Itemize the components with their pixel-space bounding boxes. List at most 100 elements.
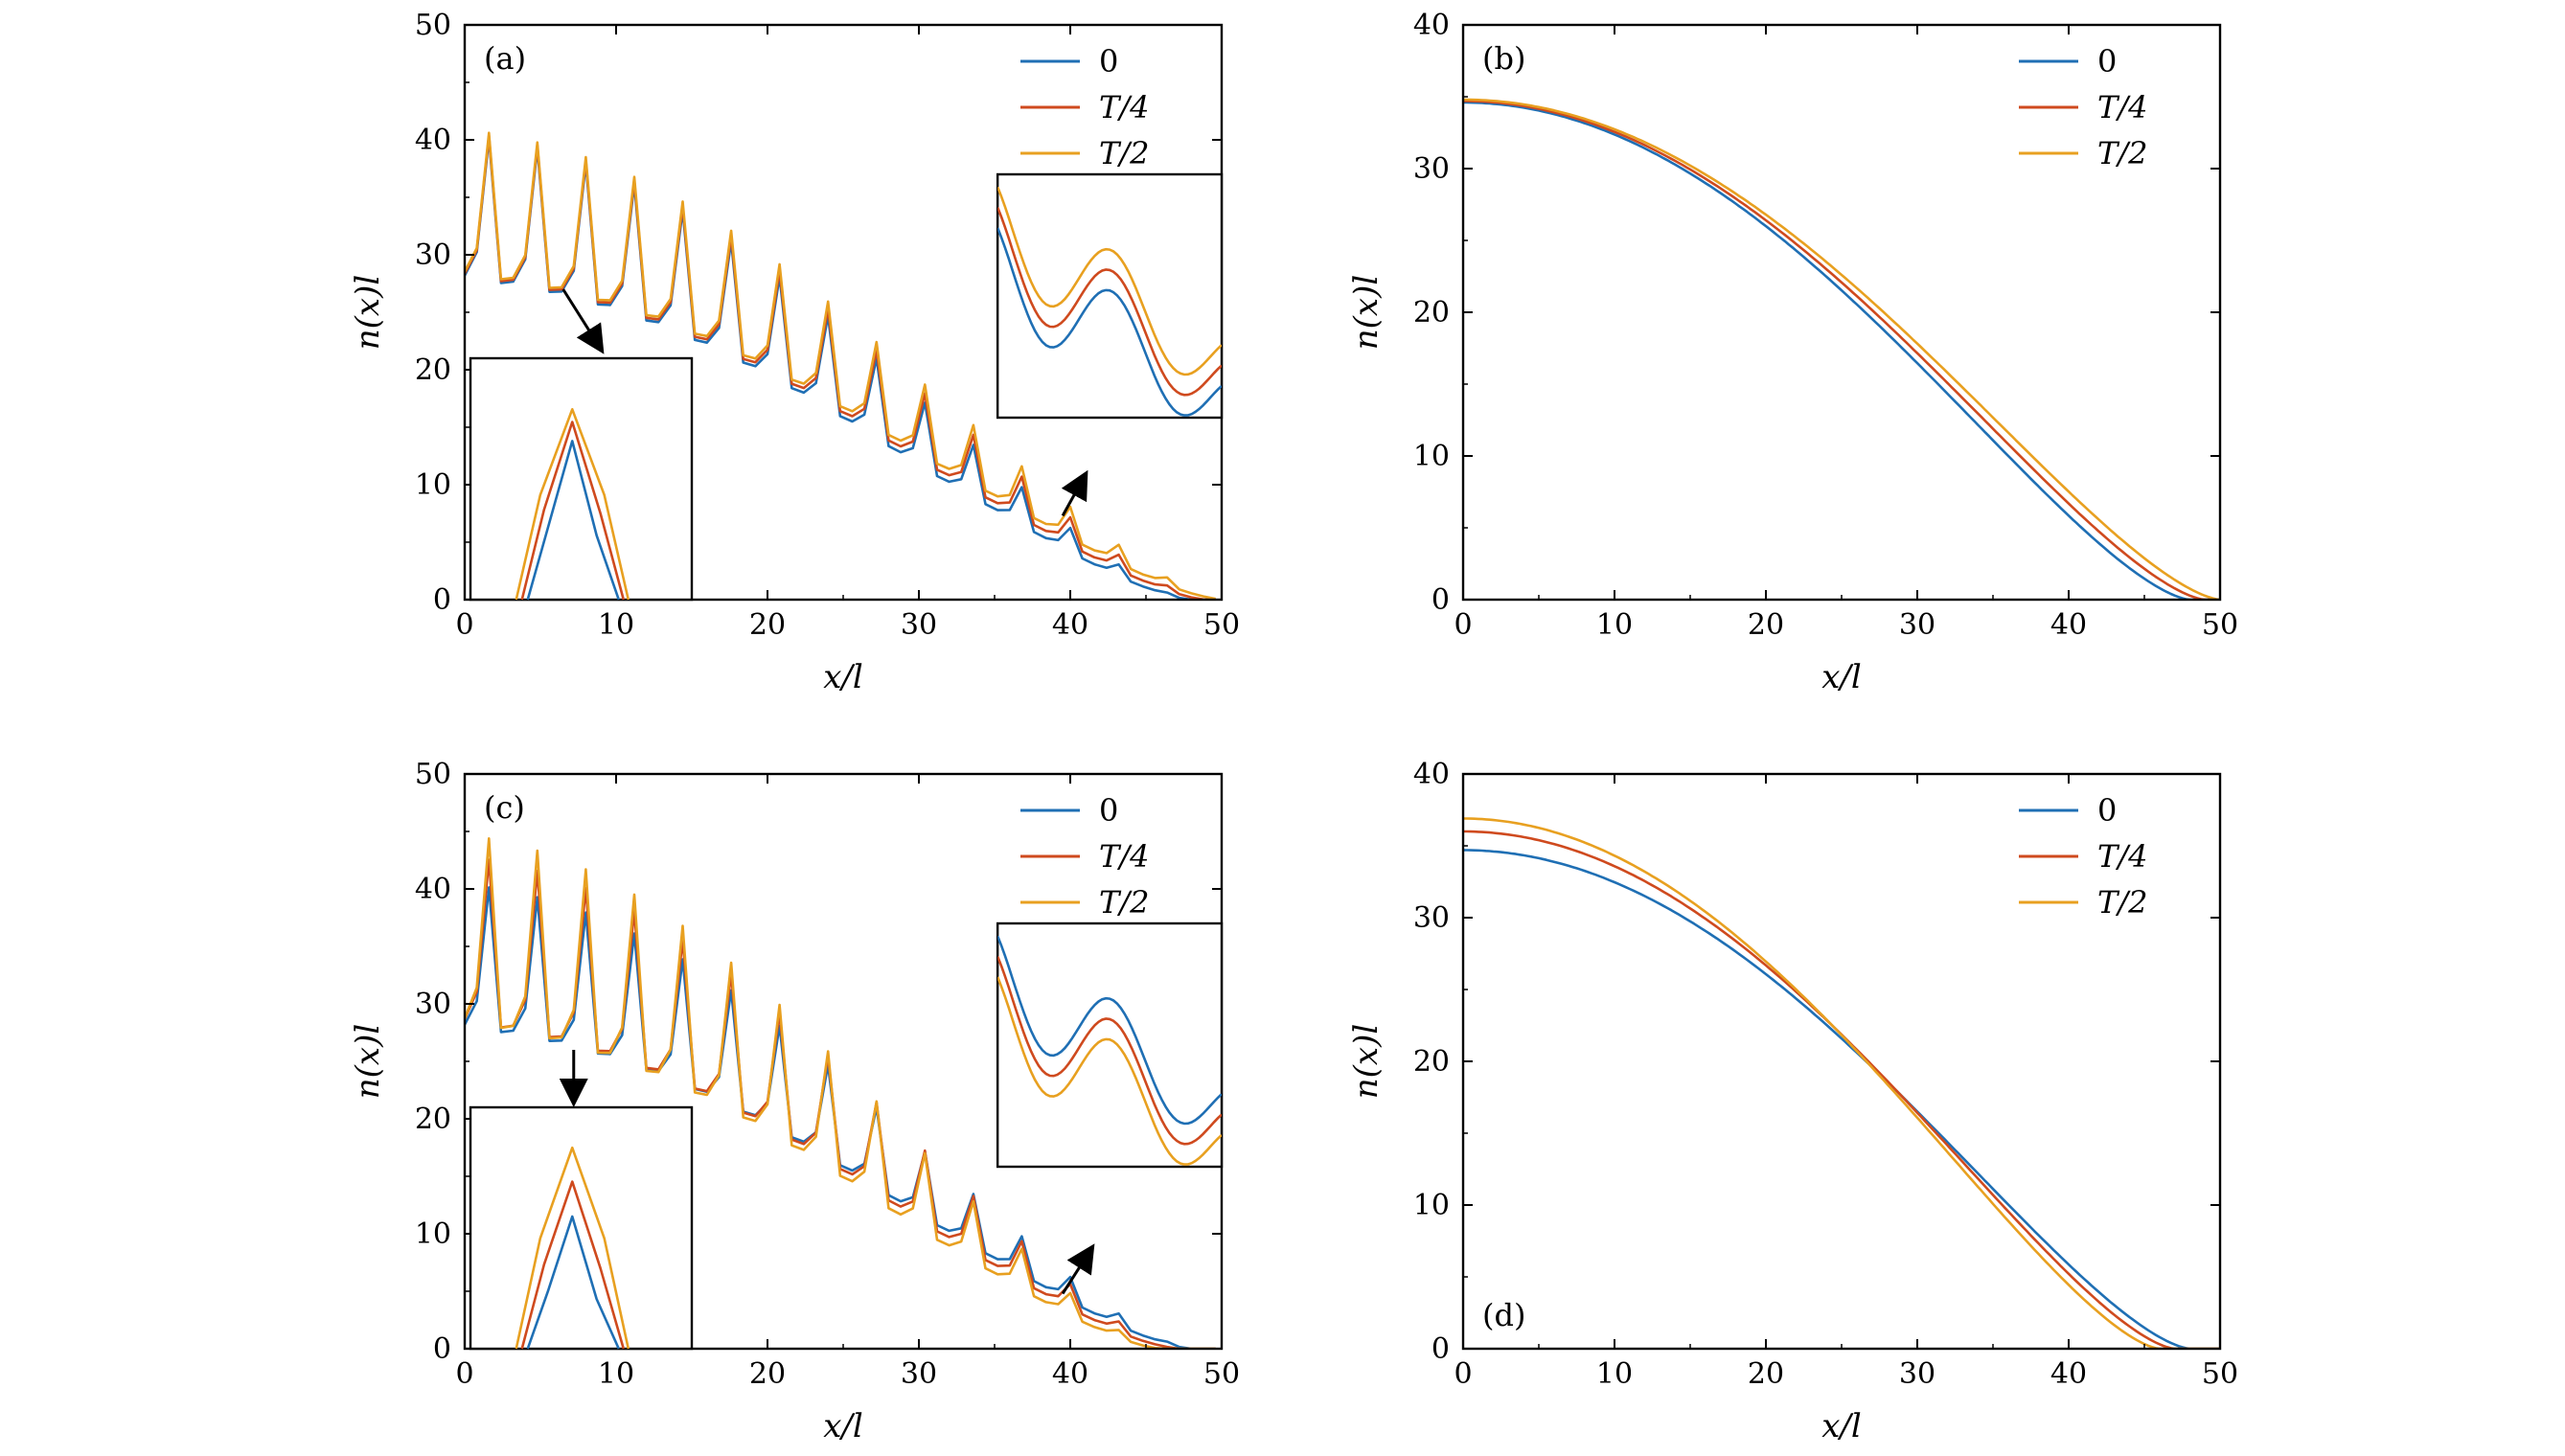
legend-label: T/2 <box>2097 884 2147 921</box>
x-axis-label: x/l <box>1821 1407 1862 1445</box>
y-tick-label: 20 <box>415 1103 451 1136</box>
y-tick-label: 10 <box>415 1217 451 1251</box>
x-tick-label: 20 <box>749 608 786 642</box>
x-tick-label: 40 <box>1052 1357 1088 1391</box>
inset-lower-left <box>469 1105 694 1351</box>
x-tick-label: 0 <box>1454 608 1472 642</box>
x-tick-label: 0 <box>455 1357 473 1391</box>
series-line-T-4 <box>1463 100 2220 600</box>
y-tick-label: 0 <box>1431 1332 1450 1366</box>
series-line-T-2 <box>465 837 1216 1349</box>
x-tick-label: 10 <box>598 608 634 642</box>
x-tick-label: 50 <box>2202 1357 2238 1391</box>
inset-frame <box>996 172 1224 420</box>
panel-a: 0 10 20 30 40 50 0 10 20 30 40 50 x/l n(x)l (a) 0 T/4 T/2 <box>349 9 1240 696</box>
panel-label: (d) <box>1482 1297 1525 1333</box>
legend-label: T/2 <box>1099 884 1149 921</box>
inset-curves <box>997 186 1223 417</box>
inset-lower-left <box>469 356 694 602</box>
inset-curve <box>520 1180 626 1350</box>
x-tick-label: 30 <box>1899 1357 1935 1391</box>
x-tick-label: 40 <box>1052 608 1088 642</box>
series-line-T-2 <box>465 131 1216 600</box>
x-tick-label: 10 <box>598 1357 634 1391</box>
inset-curve <box>515 1146 630 1350</box>
x-tick-label: 20 <box>1748 1357 1784 1391</box>
x-tick-label: 30 <box>901 608 937 642</box>
y-tick-label: 40 <box>415 873 451 906</box>
series-group <box>1463 98 2220 600</box>
y-tick-label: 0 <box>1431 583 1450 617</box>
inset-arrow <box>1061 469 1088 517</box>
inset-curve <box>997 227 1223 417</box>
series-line-0 <box>1463 101 2220 600</box>
x-tick-label: 10 <box>1596 608 1633 642</box>
x-tick-label: 20 <box>749 1357 786 1391</box>
x-axis-label: x/l <box>823 1407 863 1445</box>
legend-label: 0 <box>1099 43 1118 80</box>
legend: 0 T/4 T/2 <box>1020 792 1149 921</box>
inset-curve <box>997 186 1223 376</box>
inset-curve <box>997 956 1223 1146</box>
y-tick-label: 30 <box>1413 152 1450 186</box>
x-tick-label: 50 <box>2202 608 2238 642</box>
inset-curve <box>526 440 620 601</box>
inset-curves <box>997 935 1223 1166</box>
y-tick-label: 0 <box>433 1332 451 1366</box>
panel-label: (a) <box>484 40 526 77</box>
inset-right <box>996 921 1224 1169</box>
x-tick-label: 10 <box>1596 1357 1633 1391</box>
legend-label: T/4 <box>1099 838 1149 875</box>
legend-label: T/4 <box>1099 89 1149 125</box>
y-tick-label: 40 <box>415 124 451 157</box>
x-tick-label: 40 <box>2050 608 2087 642</box>
inset-right <box>996 172 1224 420</box>
y-tick-label: 20 <box>1413 296 1450 330</box>
panel-label: (b) <box>1482 40 1525 77</box>
series-group <box>465 837 1216 1349</box>
x-tick-label: 0 <box>455 608 473 642</box>
inset-curve <box>997 976 1223 1166</box>
y-tick-label: 10 <box>1413 440 1450 473</box>
y-axis-label: n(x)l <box>1347 275 1386 350</box>
y-tick-label: 40 <box>1413 758 1450 791</box>
y-tick-label: 0 <box>433 583 451 617</box>
panel-d: 0 10 20 30 40 50 0 10 20 30 40 x/l n(x)l (d) 0 T/4 T/2 <box>1347 758 2238 1445</box>
series-group <box>465 131 1216 600</box>
panel-c: 0 10 20 30 40 50 0 10 20 30 40 50 x/l n(x)l (c) 0 T/4 T/2 <box>349 758 1240 1445</box>
x-tick-label: 30 <box>901 1357 937 1391</box>
x-axis-label: x/l <box>823 658 863 696</box>
x-tick-label: 30 <box>1899 608 1935 642</box>
legend: 0 T/4 T/2 <box>2019 43 2147 171</box>
inset-curve <box>520 421 626 601</box>
x-tick-label: 40 <box>2050 1357 2087 1391</box>
y-tick-label: 20 <box>1413 1045 1450 1079</box>
inset-curve <box>997 935 1223 1126</box>
legend-label: T/4 <box>2097 89 2147 125</box>
x-tick-label: 20 <box>1748 608 1784 642</box>
y-tick-label: 40 <box>1413 9 1450 42</box>
y-tick-label: 10 <box>415 468 451 502</box>
x-tick-label: 50 <box>1203 608 1240 642</box>
panel-b: 0 10 20 30 40 50 0 10 20 30 40 x/l n(x)l (b) 0 T/4 T/2 <box>1347 9 2238 696</box>
legend-label: T/2 <box>1099 135 1149 171</box>
y-tick-label: 50 <box>415 758 451 791</box>
y-tick-label: 50 <box>415 9 451 42</box>
legend-label: T/2 <box>2097 135 2147 171</box>
y-tick-label: 10 <box>1413 1189 1450 1222</box>
panel-label: (c) <box>484 789 525 826</box>
series-group <box>1463 817 2220 1349</box>
y-axis-label: n(x)l <box>1347 1024 1386 1099</box>
series-line-0 <box>1463 849 2220 1349</box>
inset-curve <box>997 207 1223 397</box>
series-line-T-2 <box>1463 98 2220 600</box>
legend-label: 0 <box>2097 792 2117 829</box>
legend-label: 0 <box>2097 43 2117 80</box>
inset-arrow <box>1061 1243 1095 1295</box>
x-tick-label: 0 <box>1454 1357 1472 1391</box>
y-tick-label: 30 <box>1413 901 1450 935</box>
y-axis-label: n(x)l <box>349 1024 387 1099</box>
y-tick-label: 30 <box>415 988 451 1021</box>
inset-arrow <box>561 288 605 354</box>
